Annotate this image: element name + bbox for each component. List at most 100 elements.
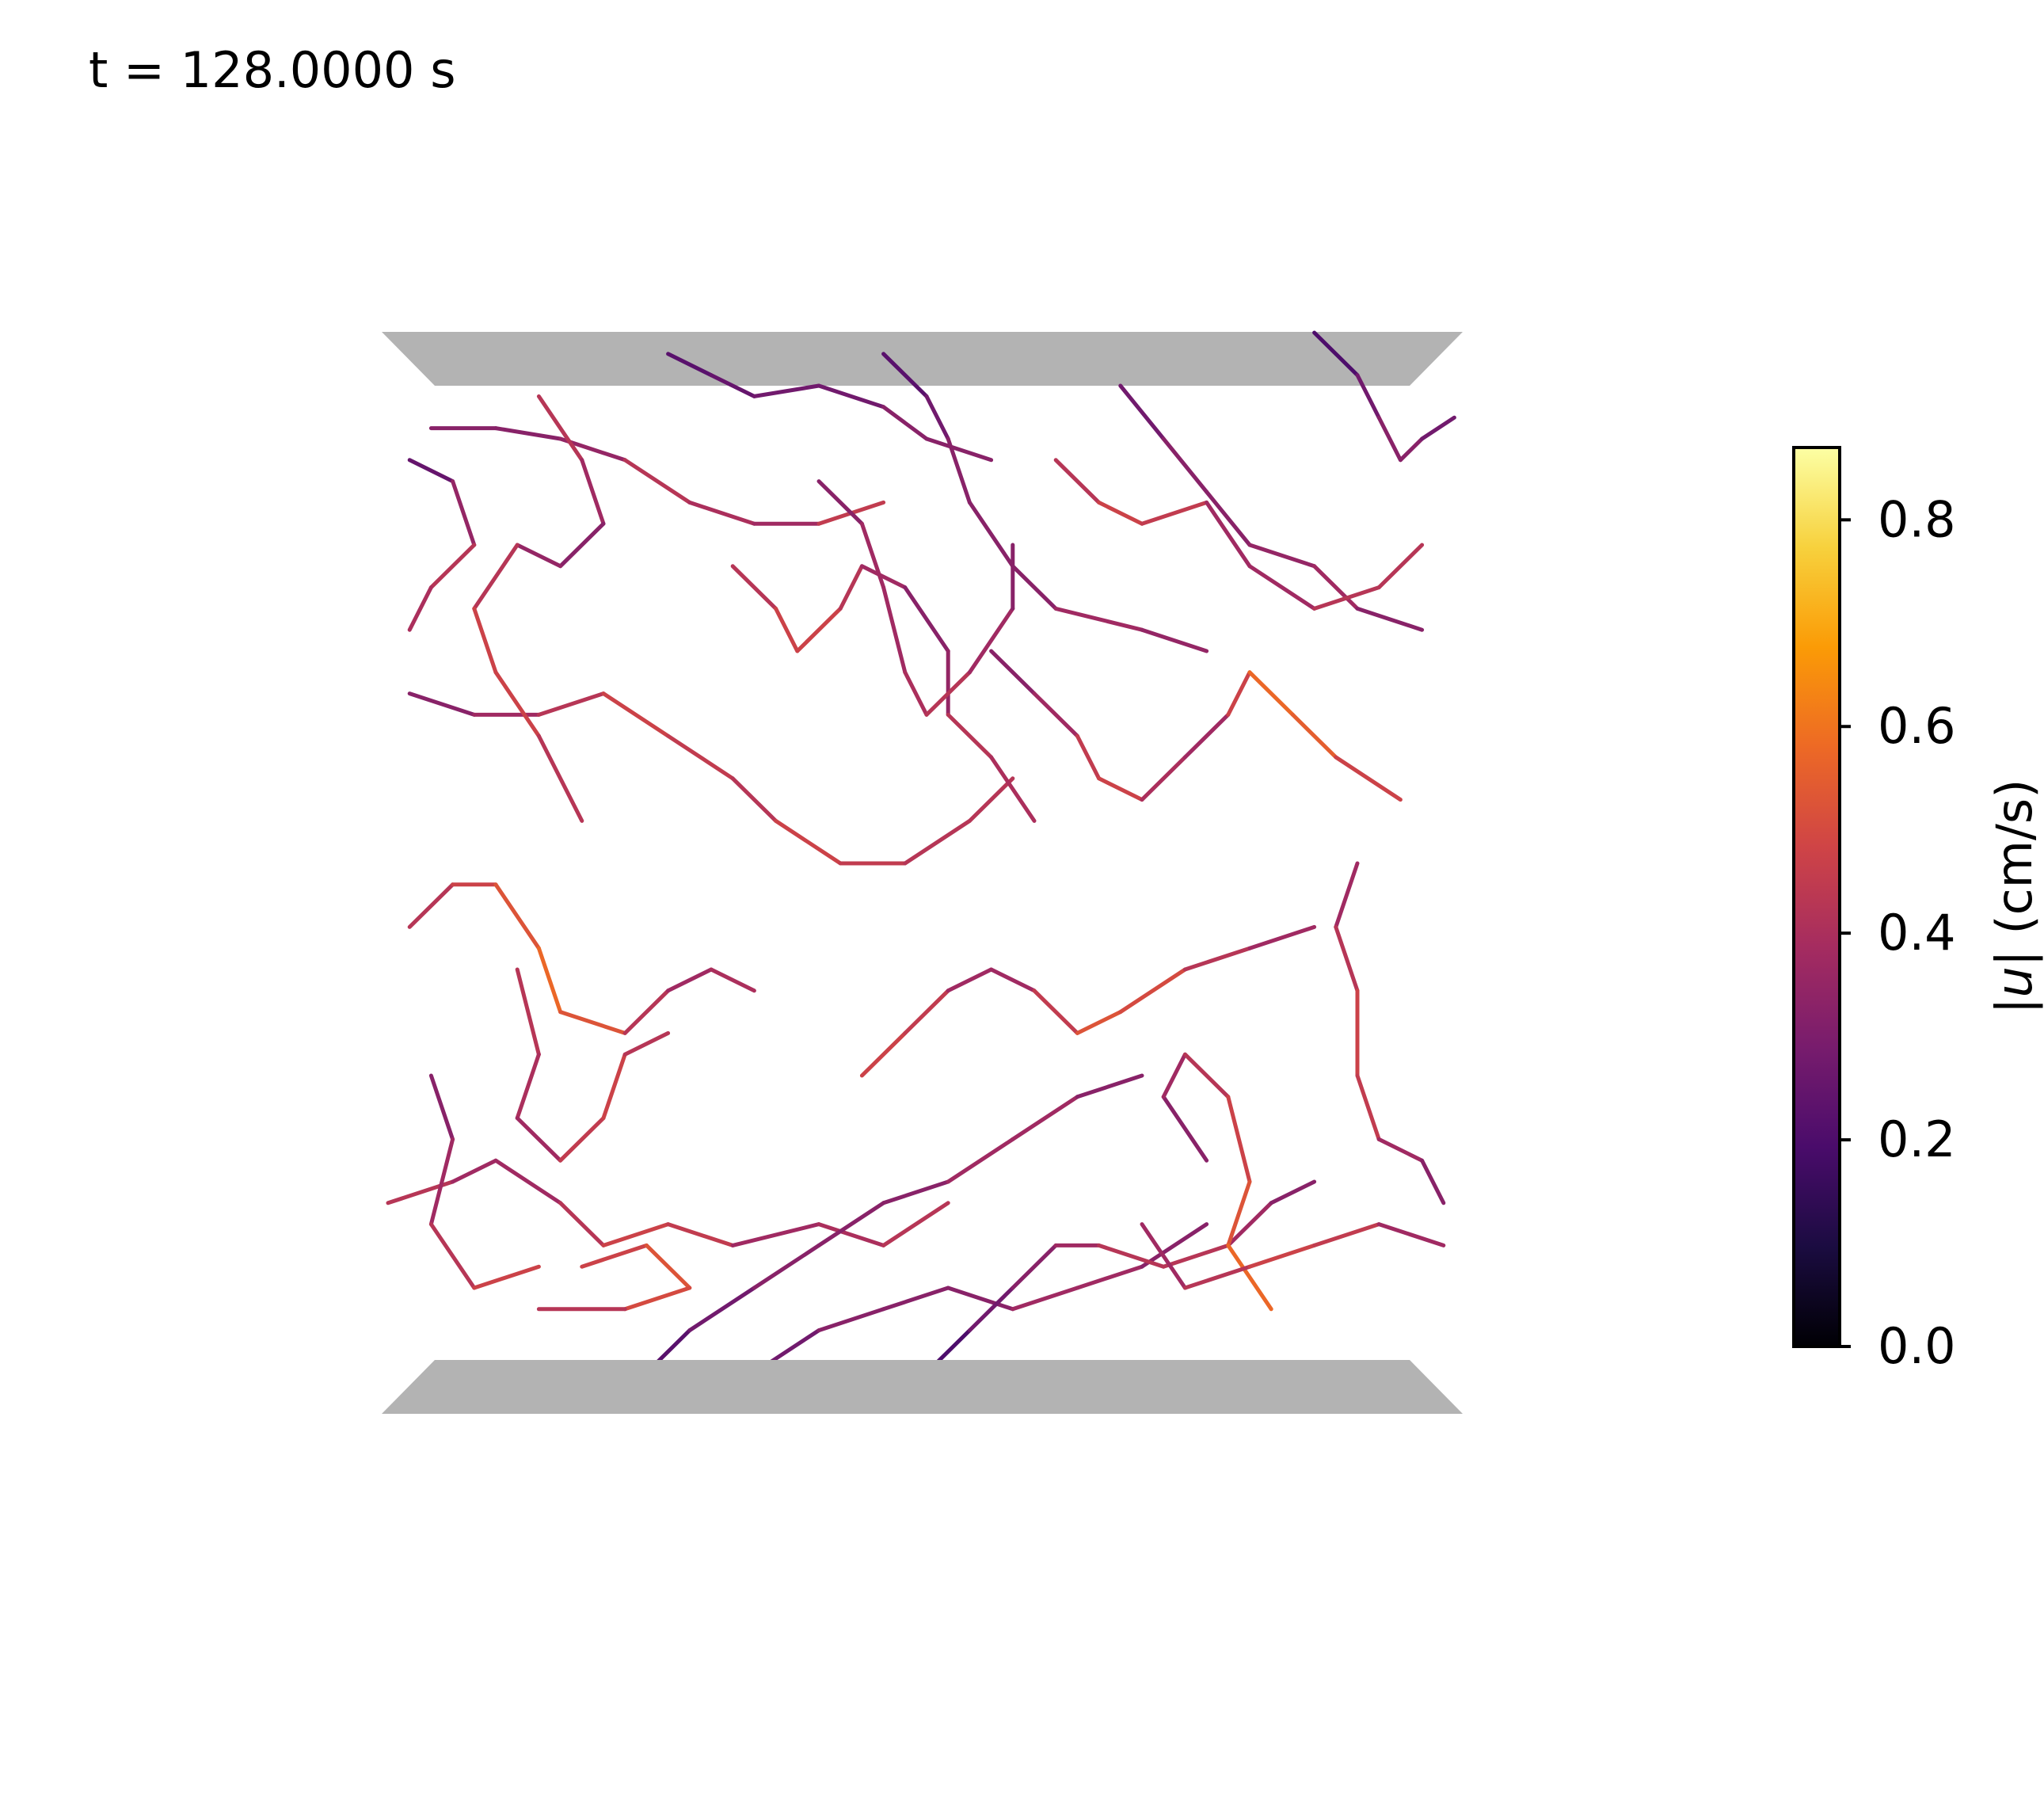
filament-segment-f9 [1247,924,1317,950]
filament-segment-f11 [881,1179,950,1206]
filament-segment-f4 [1312,564,1360,611]
filament-segment-f24 [1312,1222,1381,1247]
filament-segment-f8 [536,946,563,1015]
filament-segment-f3 [1011,564,1058,611]
filament-segment-f12 [1075,1264,1144,1290]
filament-segment-f6 [536,691,606,717]
filament-segment-f13 [1226,1201,1273,1247]
filament-segment-f22 [428,1073,455,1141]
filament-segment-f17 [601,1052,627,1121]
filament-segment-f18 [472,606,498,675]
filament-segment-f14 [1226,1243,1273,1312]
filament-segment-f21 [428,543,477,590]
filament-segment-f4 [1355,606,1425,632]
filament-segment-f20 [1205,500,1252,569]
filament-segment-f6 [407,691,477,717]
colorbar-tick-label: 0.8 [1878,490,1956,548]
filament-segment-f24 [1376,1222,1446,1247]
filament-segment-f4 [1118,383,1166,441]
filament-segment-f7 [1075,733,1102,781]
filament-segment-f8 [407,882,455,929]
filament-segment-f10 [558,1201,606,1247]
filament-segment-f21 [407,585,433,632]
filament-segment-f10 [816,1222,886,1247]
filament-segment-f11 [752,1243,821,1290]
filament-segment-f16 [838,564,864,611]
filament-segment-f5 [1420,415,1456,441]
filament-segment-f24 [1182,1264,1252,1290]
filament-segment-f9 [989,967,1037,993]
colorbar-ticks: 0.0 0.2 0.4 0.6 0.8 [1840,490,1956,1375]
filament-segment-f8 [558,1010,627,1035]
filament-segment-f14 [1161,1052,1187,1099]
filament-segment-f14 [1161,1095,1209,1163]
filament-segment-f24 [1247,1243,1317,1269]
filament-segment-f21 [407,458,455,484]
filament-segment-f3 [967,500,1015,569]
filament-segment-f3 [946,436,972,505]
filament-segment-f19 [924,670,972,717]
filament-segment-f10 [493,1158,563,1206]
filament-segment-f15 [1355,1073,1381,1141]
filament-segment-f3 [881,352,929,398]
filament-segment-f7 [1182,712,1231,760]
filament-segment-f2 [687,500,756,526]
filament-segment-f7 [1140,755,1187,802]
filament-segment-f9 [1118,967,1187,1015]
filament-segment-f19 [859,521,886,590]
filament-segment-f9 [946,967,994,993]
filament-segment-f18 [580,458,606,526]
filament-segment-f18 [472,543,520,611]
filament-segment-f7 [989,649,1037,696]
filament-segment-f9 [1182,946,1252,972]
filament-segment-f17 [622,1030,671,1057]
filament-segment-f4 [1205,489,1252,547]
filament-segment-f14 [1226,1179,1252,1247]
filament-segment-f19 [816,479,864,526]
colorbar-frame [1792,446,1841,1348]
filaments-layer [386,330,1456,1375]
filament-segment-f16 [903,585,950,653]
filament-segment-f15 [1334,861,1360,929]
colorbar: 0.0 0.2 0.4 0.6 0.8 |u| (cm/s) [1792,446,2044,1375]
filament-segment-f20 [1312,585,1381,611]
filament-segment-f3 [924,394,950,441]
filament-segment-f15 [1420,1158,1446,1206]
filament-segment-f19 [903,670,929,717]
filament-segment-f9 [1075,1010,1123,1035]
filament-segment-f18 [515,543,563,569]
filament-segment-f6 [774,818,843,866]
filament-segment-f5 [1376,415,1403,463]
filament-segment-f14 [1226,1095,1252,1184]
filament-segment-f4 [1247,543,1317,569]
filament-segment-f7 [1226,670,1252,717]
filament-segment-f9 [859,1030,908,1078]
filament-segment-f21 [451,479,477,547]
filament-segment-f22 [428,1137,455,1227]
filament-segment-f20 [1053,458,1102,505]
filament-segment-f6 [666,733,735,781]
filament-segment-f3 [1140,627,1209,653]
filament-segment-f16 [946,712,994,760]
filament-segment-f12 [1140,1222,1209,1269]
filament-segment-f7 [1247,670,1295,717]
filament-segment-f1 [666,352,714,378]
filament-segment-f15 [1334,924,1360,993]
filament-segment-f2 [622,458,692,505]
filament-segment-f18 [536,394,584,463]
filament-segment-f6 [903,818,972,866]
filament-segment-f7 [1097,776,1144,802]
filament-segment-f23 [580,1243,649,1269]
colorbar-fill [1794,448,1840,1346]
filament-segment-f6 [967,776,1015,823]
filament-segment-f9 [903,988,950,1035]
filament-segment-f12 [816,1307,886,1333]
filament-segment-f12 [881,1286,950,1312]
filament-segment-f23 [622,1286,692,1312]
filament-segment-f20 [1376,543,1425,590]
filament-segment-f17 [515,1052,541,1121]
filament-segment-f1 [881,405,929,441]
filament-segment-f7 [1334,755,1403,802]
filament-segment-f3 [1053,606,1144,632]
